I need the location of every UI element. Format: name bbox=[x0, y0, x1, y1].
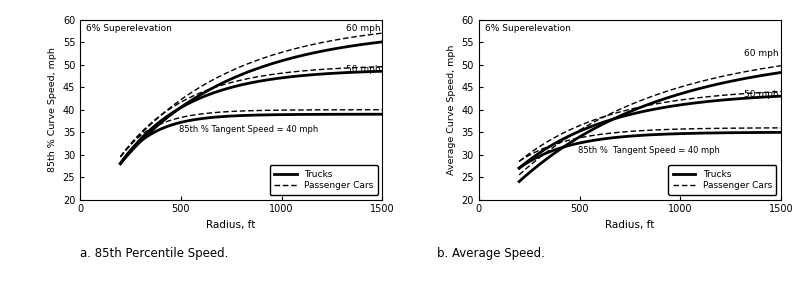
Legend: Trucks, Passenger Cars: Trucks, Passenger Cars bbox=[270, 165, 378, 195]
Text: 60 mph: 60 mph bbox=[744, 49, 779, 58]
Text: a. 85th Percentile Speed.: a. 85th Percentile Speed. bbox=[80, 247, 228, 260]
Text: 50 mph: 50 mph bbox=[345, 65, 380, 74]
Text: 6% Superelevation: 6% Superelevation bbox=[485, 24, 571, 32]
Text: 85th %  Tangent Speed = 40 mph: 85th % Tangent Speed = 40 mph bbox=[578, 146, 719, 155]
Legend: Trucks, Passenger Cars: Trucks, Passenger Cars bbox=[668, 165, 776, 195]
Y-axis label: Average Curve Speed, mph: Average Curve Speed, mph bbox=[447, 44, 456, 175]
Text: 60 mph: 60 mph bbox=[345, 25, 380, 33]
Text: 6% Superelevation: 6% Superelevation bbox=[87, 24, 172, 32]
Text: 85th % Tangent Speed = 40 mph: 85th % Tangent Speed = 40 mph bbox=[179, 125, 318, 135]
Text: b. Average Speed.: b. Average Speed. bbox=[437, 247, 545, 260]
Text: 50 mph: 50 mph bbox=[744, 89, 779, 99]
Y-axis label: 85th % Curve Speed, mph: 85th % Curve Speed, mph bbox=[48, 47, 57, 172]
X-axis label: Radius, ft: Radius, ft bbox=[207, 220, 256, 230]
X-axis label: Radius, ft: Radius, ft bbox=[606, 220, 654, 230]
